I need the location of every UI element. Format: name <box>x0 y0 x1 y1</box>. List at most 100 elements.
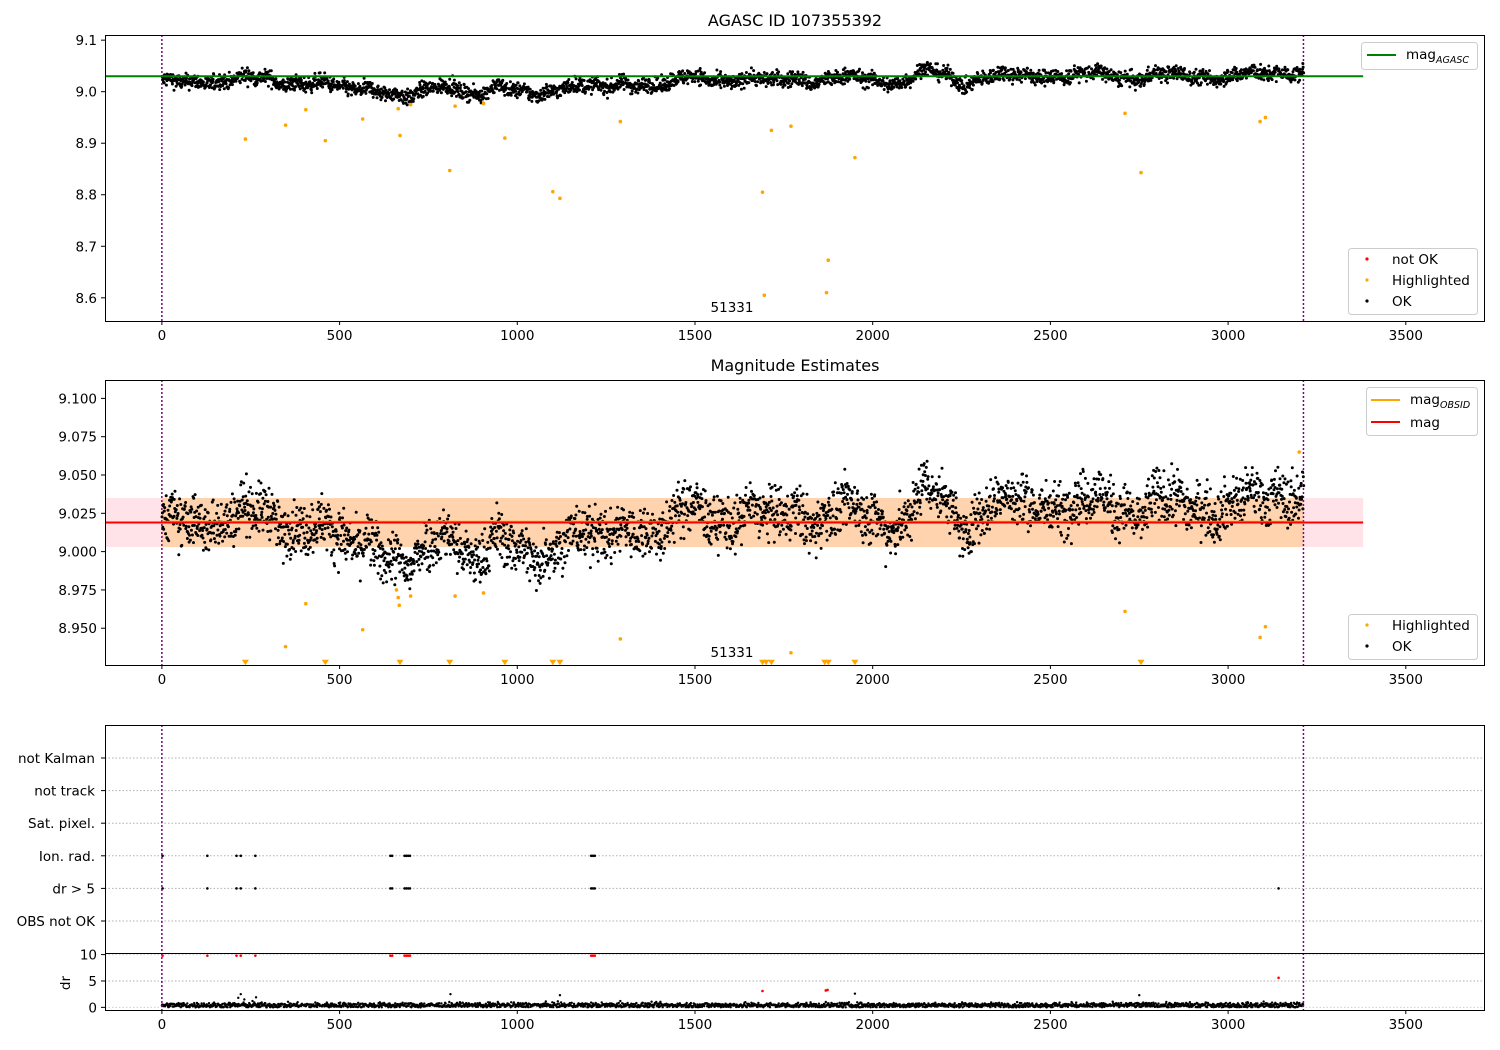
data-point-ok <box>329 553 333 557</box>
data-point-ok <box>724 531 728 535</box>
data-point-ok <box>557 531 561 535</box>
panel-agasc: AGASC ID 107355392 51331 0 500 1000 1500 200… <box>76 11 1485 344</box>
data-point-ok <box>495 87 499 91</box>
data-point-ok <box>1165 77 1169 81</box>
data-point-ok <box>224 82 228 86</box>
data-point-ok <box>526 85 530 89</box>
data-point-ok <box>751 79 755 83</box>
data-point-ok <box>804 535 808 539</box>
data-point-ok <box>596 559 600 563</box>
data-point-ok <box>566 536 570 540</box>
data-point-ok <box>388 569 392 573</box>
data-point-ok <box>183 83 187 87</box>
data-point-ok <box>234 527 238 531</box>
data-point-ok <box>175 516 179 520</box>
data-point-ok <box>688 528 692 532</box>
data-point-ok <box>216 503 220 507</box>
data-point-ok <box>830 83 834 87</box>
data-point-ok <box>1011 82 1014 86</box>
data-point-ok <box>778 533 781 537</box>
data-point-ok <box>326 503 330 507</box>
data-point-ok <box>731 540 735 544</box>
data-point-ok <box>436 90 440 94</box>
data-point-ok <box>582 79 586 82</box>
data-point-ok <box>689 485 692 489</box>
data-point-ok <box>454 527 458 530</box>
data-point-ok <box>461 96 465 100</box>
x-tick-label: 3500 <box>1389 328 1423 344</box>
data-point-ok <box>469 542 473 546</box>
data-point-ok <box>342 523 346 527</box>
data-point-ok <box>261 528 265 532</box>
data-point-ok <box>286 525 290 529</box>
data-point-ok <box>353 84 357 88</box>
data-point-ok <box>199 84 203 88</box>
data-point-ok <box>767 541 771 545</box>
data-point-ok <box>599 512 603 516</box>
data-point-ok <box>186 512 190 516</box>
data-point-ok <box>991 79 995 83</box>
data-point-ok <box>182 507 186 511</box>
data-point-ok <box>568 527 572 531</box>
data-point-ok <box>393 547 397 551</box>
data-point-ok <box>396 538 400 542</box>
data-point-ok <box>1266 79 1270 83</box>
legend-marker-not-ok <box>1365 257 1369 261</box>
data-point-ok <box>810 529 814 533</box>
data-point-ok <box>614 530 617 534</box>
data-point-ok <box>719 523 723 527</box>
data-point-ok <box>515 550 519 554</box>
data-point-ok <box>798 508 802 512</box>
data-point-ok <box>400 90 404 94</box>
data-point-ok <box>442 539 446 543</box>
data-point-ok <box>197 512 201 516</box>
data-point-ok <box>850 490 854 494</box>
data-point-ok <box>539 88 543 92</box>
data-point-ok <box>322 537 326 541</box>
data-point-ok <box>707 534 711 538</box>
data-point-ok <box>1087 65 1091 69</box>
data-point-ok <box>830 507 834 511</box>
data-point-ok <box>254 523 258 527</box>
data-point-ok <box>748 481 752 485</box>
data-point-ok <box>1056 70 1060 73</box>
data-point-ok <box>911 79 915 83</box>
data-point-ok <box>173 489 177 493</box>
data-point-ok <box>448 552 452 556</box>
data-point-ok <box>503 93 507 97</box>
data-point-ok <box>744 486 748 489</box>
data-point-ok <box>658 81 662 85</box>
data-point-ok <box>634 539 638 543</box>
data-point-ok <box>340 526 344 530</box>
data-point-ok <box>1194 67 1198 71</box>
data-point-ok <box>650 90 654 94</box>
data-point-ok <box>1154 64 1157 68</box>
data-point-ok <box>463 542 467 546</box>
data-point-ok <box>394 558 398 562</box>
data-point-highlighted <box>503 136 507 140</box>
data-point-ok <box>1105 67 1109 71</box>
data-point-ok <box>919 77 923 81</box>
data-point-ok <box>609 556 613 560</box>
data-point-ok <box>599 531 603 535</box>
data-point-ok <box>663 547 667 550</box>
data-point-ok <box>462 567 465 571</box>
data-point-ok <box>632 527 636 530</box>
data-point-ok <box>375 533 379 537</box>
data-point-ok <box>604 509 607 513</box>
data-point-ok <box>241 495 245 499</box>
data-point-ok <box>836 70 839 74</box>
data-point-ok <box>637 540 641 543</box>
data-point-ok <box>288 557 292 561</box>
data-point-ok <box>1020 80 1023 84</box>
data-point-ok <box>1139 84 1143 88</box>
data-point-ok <box>771 71 774 74</box>
data-point-ok <box>424 524 428 528</box>
data-point-ok <box>732 79 736 82</box>
data-point-ok <box>458 536 462 540</box>
data-point-ok <box>1164 70 1168 74</box>
data-point-ok <box>333 564 337 568</box>
data-point-ok <box>198 516 202 520</box>
data-point-ok <box>680 511 684 515</box>
data-point-ok <box>736 529 739 533</box>
